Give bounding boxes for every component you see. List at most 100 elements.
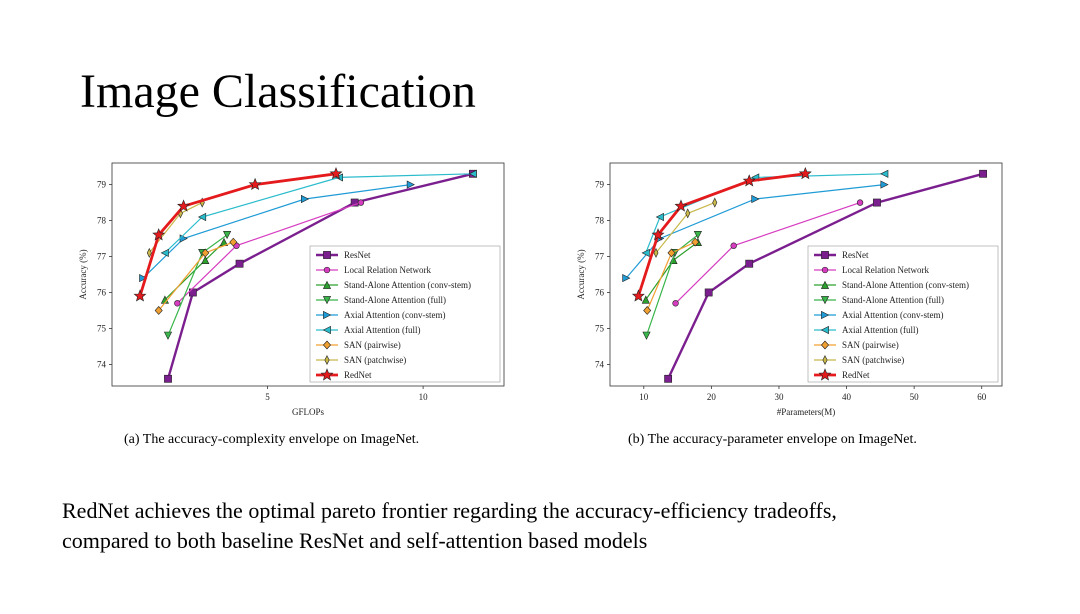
y-tick-label: 75: [97, 323, 107, 333]
data-point-rednet: [798, 166, 812, 180]
x-axis-label: GFLOPs: [292, 407, 325, 417]
data-point-axial-attention-full: [880, 169, 889, 178]
caption-left: (a) The accuracy-complexity envelope on …: [124, 432, 420, 447]
legend-marker-rednet: [320, 368, 334, 381]
legend: ResNet Local Relation Network Stand-Alone …: [309, 245, 501, 383]
legend: ResNet Local Relation Network Stand-Alone …: [807, 245, 999, 383]
series-san-patchwise: [653, 197, 718, 258]
y-tick-label: 76: [595, 287, 605, 297]
data-point-axial-attention-conv-stem: [880, 180, 889, 189]
data-point-stand-alone-attention-full: [163, 331, 173, 340]
slide-summary: RedNet achieves the optimal pareto front…: [62, 496, 1062, 556]
y-tick-label: 77: [97, 252, 107, 262]
legend-label-stand-alone-attention-full: Stand-Alone Attention (full): [842, 295, 944, 305]
series-line-axial-attention-full: [164, 173, 473, 254]
legend-marker-rednet: [818, 368, 832, 381]
data-point-rednet: [329, 166, 343, 180]
legend-marker-san-pairwise: [322, 340, 332, 350]
y-axis-label: Accuracy (%): [78, 249, 88, 299]
y-tick-label: 78: [595, 216, 605, 226]
data-point-axial-attention-conv-stem: [751, 194, 760, 204]
data-point-san-patchwise: [685, 208, 691, 219]
series-rednet: [133, 166, 343, 302]
x-tick-label: 30: [774, 392, 784, 402]
legend-label-resnet: ResNet: [842, 250, 869, 260]
data-point-local-relation-network: [174, 300, 181, 307]
x-tick-label: 5: [265, 392, 270, 402]
data-point-resnet: [745, 259, 754, 268]
data-point-axial-attention-conv-stem: [301, 194, 310, 204]
data-point-axial-attention-full: [197, 212, 207, 222]
y-tick-label: 78: [97, 216, 107, 226]
series-rednet: [631, 166, 812, 302]
legend-label-stand-alone-attention-full: Stand-Alone Attention (full): [344, 295, 446, 305]
series-san-pairwise: [643, 237, 700, 315]
legend-label-resnet: ResNet: [344, 250, 371, 260]
data-point-rednet: [152, 228, 166, 241]
x-tick-label: 60: [977, 392, 987, 402]
y-axis-label: Accuracy (%): [576, 249, 586, 299]
legend-label-san-pairwise: SAN (pairwise): [344, 340, 401, 350]
y-tick-label: 74: [97, 359, 107, 369]
legend-label-stand-alone-attention-conv-stem: Stand-Alone Attention (conv-stem): [344, 280, 471, 290]
legend-marker-axial-attention-conv-stem: [821, 310, 830, 320]
data-point-local-relation-network: [856, 199, 864, 206]
legend-label-rednet: RedNet: [842, 370, 870, 380]
legend-marker-stand-alone-attention-conv-stem: [820, 280, 830, 289]
data-point-stand-alone-attention-full: [693, 231, 702, 240]
data-point-rednet: [631, 289, 645, 302]
series-axial-attention-conv-stem: [622, 180, 889, 283]
legend-marker-stand-alone-attention-conv-stem: [322, 280, 332, 289]
legend-label-stand-alone-attention-conv-stem: Stand-Alone Attention (conv-stem): [842, 280, 969, 290]
data-point-axial-attention-full: [641, 248, 650, 257]
legend-box: [807, 245, 999, 383]
legend-marker-san-patchwise: [324, 355, 330, 365]
legend-label-axial-attention-full: Axial Attention (full): [344, 325, 421, 335]
data-point-resnet: [235, 259, 244, 268]
summary-line-2: compared to both baseline ResNet and sel…: [62, 528, 648, 553]
series-line-axial-attention-conv-stem: [625, 184, 885, 279]
data-point-stand-alone-attention-full: [223, 231, 232, 240]
data-point-local-relation-network: [357, 199, 365, 206]
chart-params-svg: 74 75 76 77 78 79 10 20 30 40 50 60 #Parameters(M) Ac…: [576, 162, 1003, 417]
data-point-san-pairwise: [229, 237, 238, 247]
legend-marker-stand-alone-attention-full: [820, 296, 830, 305]
y-tick-label: 76: [97, 287, 107, 297]
x-tick-label: 20: [707, 392, 717, 402]
legend-marker-resnet: [821, 251, 829, 259]
series-san-pairwise: [154, 237, 238, 315]
data-point-axial-attention-full: [160, 248, 169, 257]
data-point-san-patchwise: [712, 197, 718, 208]
legend-label-san-patchwise: SAN (patchwise): [344, 355, 406, 365]
data-point-san-pairwise: [201, 248, 210, 258]
legend-marker-local-relation-network: [821, 266, 829, 274]
data-point-san-patchwise: [146, 247, 152, 258]
data-point-axial-attention-full: [468, 169, 477, 178]
chart-accuracy-vs-params: 74 75 76 77 78 79 10 20 30 40 50 60 #Parameters(M) Ac…: [568, 158, 1018, 428]
data-point-san-pairwise: [154, 306, 163, 315]
data-point-stand-alone-attention-conv-stem: [201, 255, 210, 264]
series-resnet: [664, 169, 987, 383]
x-tick-label: 40: [842, 392, 852, 402]
data-point-rednet: [133, 289, 147, 302]
legend-box: [309, 245, 501, 383]
data-point-stand-alone-attention-full: [642, 331, 651, 340]
data-point-local-relation-network: [672, 300, 679, 307]
summary-line-1: RedNet achieves the optimal pareto front…: [62, 498, 837, 523]
caption-right: (b) The accuracy-parameter envelope on I…: [628, 432, 917, 447]
y-tick-label: 77: [595, 252, 605, 262]
legend-label-axial-attention-conv-stem: Axial Attention (conv-stem): [842, 310, 943, 320]
x-tick-label: 10: [419, 392, 429, 402]
data-point-resnet: [704, 288, 713, 297]
legend-label-axial-attention-full: Axial Attention (full): [842, 325, 919, 335]
legend-marker-stand-alone-attention-full: [322, 296, 332, 305]
legend-marker-local-relation-network: [323, 266, 331, 274]
x-tick-label: 50: [910, 392, 920, 402]
data-point-san-pairwise: [667, 248, 676, 258]
slide-title: Image Classification: [80, 65, 476, 118]
data-point-axial-attention-conv-stem: [622, 274, 631, 283]
legend-marker-resnet: [323, 251, 331, 259]
legend-label-local-relation-network: Local Relation Network: [842, 265, 929, 275]
y-tick-label: 74: [595, 359, 605, 369]
data-point-axial-attention-conv-stem: [139, 274, 148, 283]
